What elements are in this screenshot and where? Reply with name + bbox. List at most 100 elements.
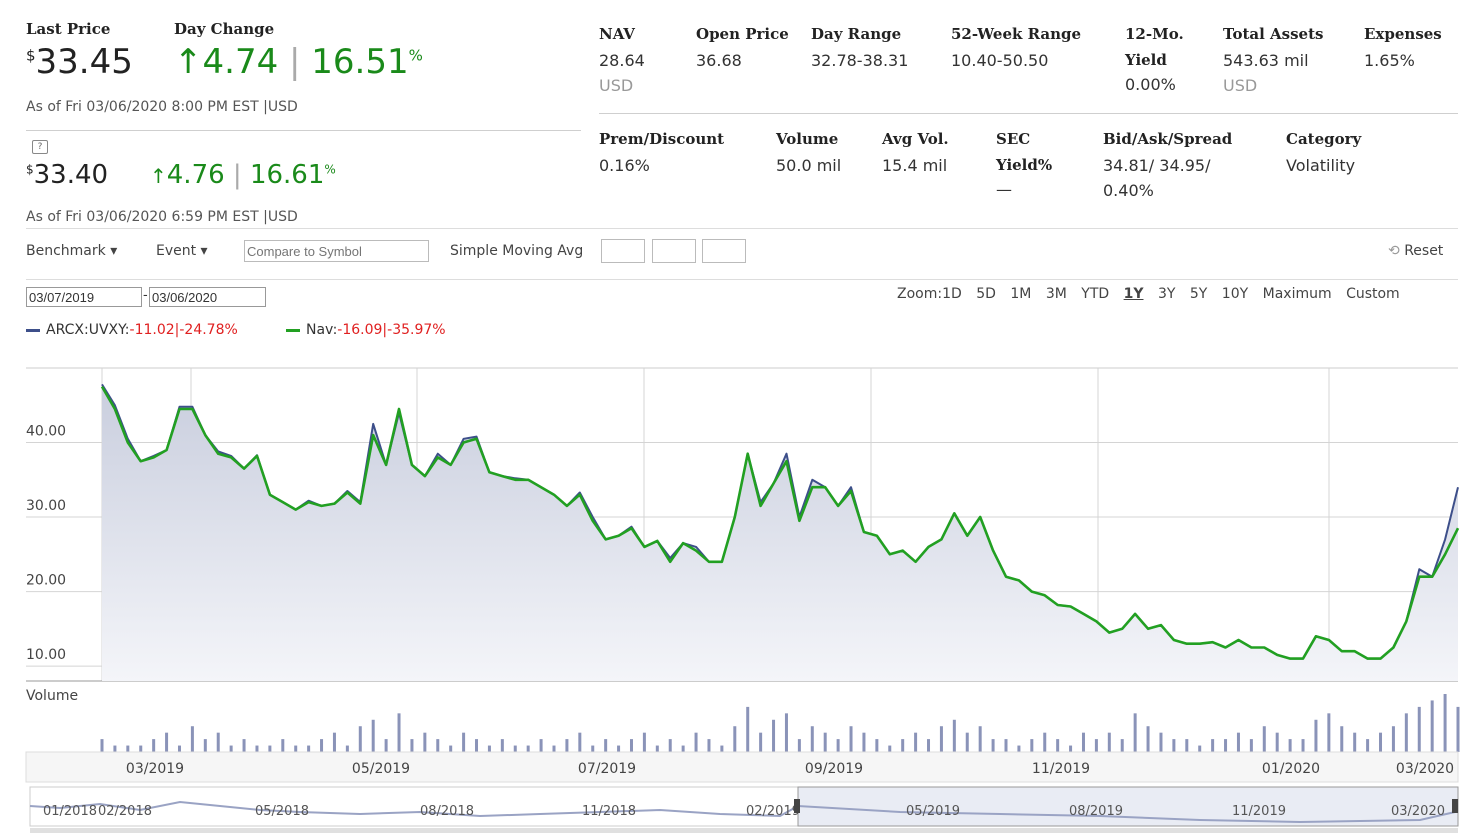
volume-bar bbox=[604, 739, 608, 752]
volume-bar bbox=[823, 732, 827, 752]
volume-bar bbox=[862, 732, 866, 752]
volume-bar bbox=[1172, 739, 1176, 752]
stat-label: Category bbox=[1286, 130, 1362, 148]
refresh-icon: ⟲ bbox=[1388, 243, 1400, 259]
navigator-handle-left[interactable] bbox=[794, 799, 800, 813]
stat-total-assets: Total Assets 543.63 mil USD bbox=[1223, 25, 1323, 95]
navigator-label: 05/2019 bbox=[906, 804, 960, 819]
start-date-input[interactable]: 03/07/2019 bbox=[26, 287, 142, 307]
volume-bar bbox=[500, 739, 504, 752]
stat-bid-ask-spread: Bid/Ask/Spread 34.81/ 34.95/ 0.40% bbox=[1103, 130, 1232, 200]
volume-bar bbox=[229, 745, 233, 752]
volume-bar bbox=[177, 745, 181, 752]
zoom-5y[interactable]: 5Y bbox=[1189, 286, 1208, 302]
day-change-pct: 16.51 bbox=[311, 42, 409, 82]
end-date-input[interactable]: 03/06/2020 bbox=[149, 287, 266, 307]
volume-bar bbox=[681, 745, 685, 752]
day-change: ↑4.74 | 16.51% bbox=[174, 42, 423, 82]
volume-bar bbox=[1133, 713, 1137, 752]
volume-bar bbox=[307, 745, 311, 752]
volume-bar bbox=[526, 745, 530, 752]
volume-bar bbox=[320, 739, 324, 752]
x-tick-label: 01/2020 bbox=[1262, 761, 1320, 777]
zoom-10y[interactable]: 10Y bbox=[1221, 286, 1249, 302]
volume-bar bbox=[642, 732, 646, 752]
navigator-label: 11/2019 bbox=[1232, 804, 1286, 819]
stat-sec-yield: SEC Yield% — bbox=[996, 130, 1052, 199]
legend-nav[interactable]: Nav:-16.09|-35.97% bbox=[286, 322, 446, 338]
sma-input-3[interactable] bbox=[702, 239, 746, 263]
stat-label: Expenses bbox=[1364, 25, 1442, 43]
zoom-3y[interactable]: 3Y bbox=[1157, 286, 1176, 302]
volume-bar bbox=[1417, 706, 1421, 752]
volume-bar bbox=[1004, 739, 1008, 752]
volume-bar bbox=[707, 739, 711, 752]
stat-label: Bid/Ask/Spread bbox=[1103, 130, 1233, 148]
volume-bar bbox=[487, 745, 491, 752]
navigator-handle-right[interactable] bbox=[1452, 799, 1458, 813]
volume-bar bbox=[1379, 732, 1383, 752]
compare-symbol-input[interactable] bbox=[244, 240, 429, 262]
stat-label: Avg Vol. bbox=[882, 130, 949, 148]
stat-value: 34.81/ 34.95/ bbox=[1103, 156, 1211, 175]
volume-bar bbox=[914, 732, 918, 752]
volume-bar bbox=[939, 726, 943, 752]
legend-change: -11.02|-24.78% bbox=[129, 322, 238, 338]
zoom-ytd[interactable]: YTD bbox=[1081, 286, 1110, 302]
x-tick-label: 07/2019 bbox=[578, 761, 636, 777]
stat-value: 0.00% bbox=[1125, 75, 1176, 94]
last-price-value: 33.45 bbox=[35, 42, 133, 82]
zoom-1d[interactable]: 1D bbox=[942, 286, 962, 302]
zoom-5d[interactable]: 5D bbox=[976, 286, 996, 302]
zoom-3m[interactable]: 3M bbox=[1045, 286, 1067, 302]
zoom-1y[interactable]: 1Y bbox=[1123, 286, 1144, 302]
volume-bar bbox=[1236, 732, 1240, 752]
stat-value: 32.78-38.31 bbox=[811, 51, 909, 70]
volume-bar bbox=[629, 739, 633, 752]
volume-bar bbox=[797, 739, 801, 752]
legend-swatch bbox=[286, 328, 300, 332]
volume-bar bbox=[836, 739, 840, 752]
volume-bar bbox=[1443, 694, 1447, 752]
stat-sub: USD bbox=[1223, 76, 1258, 95]
volume-bar bbox=[1069, 745, 1073, 752]
volume-bar bbox=[694, 732, 698, 752]
date-dash: - bbox=[143, 288, 148, 303]
volume-bar bbox=[1288, 739, 1292, 752]
zoom-1m[interactable]: 1M bbox=[1010, 286, 1032, 302]
legend-uvxy[interactable]: ARCX:UVXY:-11.02|-24.78% bbox=[26, 322, 238, 338]
volume-bar bbox=[410, 739, 414, 752]
stat-value: 28.64 bbox=[599, 51, 645, 70]
volume-bar bbox=[1353, 732, 1357, 752]
volume-bar bbox=[397, 713, 401, 752]
volume-bar bbox=[991, 739, 995, 752]
ext-price: $33.40 bbox=[26, 160, 108, 190]
reset-button[interactable]: ⟲ Reset bbox=[1388, 243, 1443, 259]
comment-icon[interactable]: ? bbox=[32, 140, 48, 154]
legend-swatch bbox=[26, 328, 40, 332]
event-dropdown[interactable]: Event ▾ bbox=[156, 243, 208, 259]
volume-bar bbox=[617, 745, 621, 752]
volume-bar bbox=[746, 706, 750, 752]
volume-bar bbox=[513, 745, 517, 752]
zoom-custom[interactable]: Custom bbox=[1346, 286, 1400, 302]
volume-bar bbox=[255, 745, 259, 752]
sma-input-1[interactable] bbox=[601, 239, 645, 263]
ext-price-value: 33.40 bbox=[33, 160, 109, 190]
volume-bar bbox=[1081, 732, 1085, 752]
volume-bar bbox=[720, 745, 724, 752]
zoom-bar: Zoom:1D 5D 1M 3M YTD 1Y 3Y 5Y 10Y Maximu… bbox=[897, 286, 1400, 302]
stat-value: 36.68 bbox=[696, 51, 742, 70]
volume-bar bbox=[384, 739, 388, 752]
navigator-selection bbox=[797, 786, 1459, 827]
sma-input-2[interactable] bbox=[652, 239, 696, 263]
price-chart[interactable]: 10.00 20.00 30.00 40.00 Volume 03/2019 05/2019… bbox=[0, 355, 1483, 834]
zoom-maximum[interactable]: Maximum bbox=[1262, 286, 1332, 302]
stat-label: Prem/Discount bbox=[599, 130, 725, 148]
volume-bar bbox=[152, 739, 156, 752]
x-axis-band bbox=[25, 751, 1459, 783]
volume-bar bbox=[1456, 706, 1460, 752]
volume-bar bbox=[1185, 739, 1189, 752]
currency-symbol: $ bbox=[26, 46, 36, 65]
benchmark-dropdown[interactable]: Benchmark ▾ bbox=[26, 243, 118, 259]
